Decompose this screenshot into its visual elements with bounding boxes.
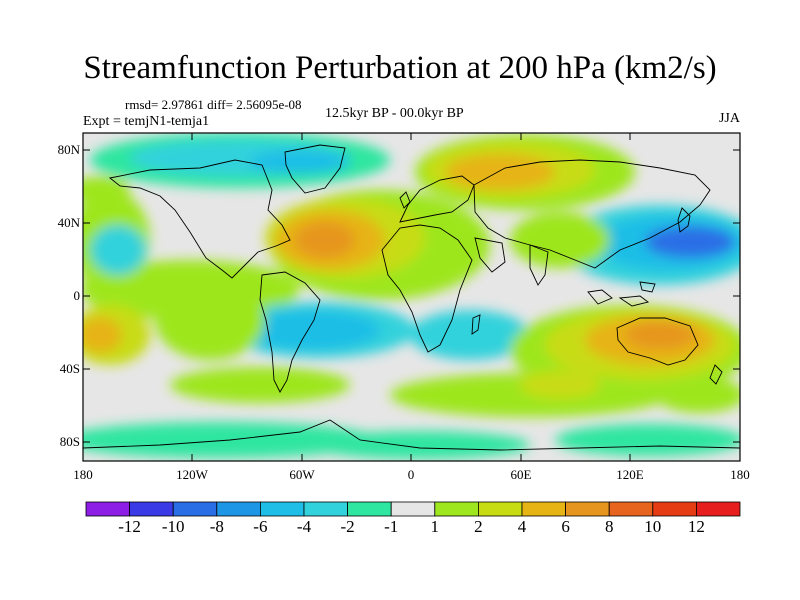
colorbar-label: 2 xyxy=(474,517,483,536)
lon-tick-60w: 60W xyxy=(289,467,315,482)
colorbar-label: 12 xyxy=(687,517,705,536)
colorbar-label: 4 xyxy=(517,517,527,536)
colorbar-swatch xyxy=(390,501,436,517)
colorbar-swatch xyxy=(696,501,741,517)
lat-tick-80n: 80N xyxy=(57,142,80,157)
lat-tick-0: 0 xyxy=(73,288,81,303)
lon-tick-180w: 180 xyxy=(73,467,93,482)
colorbar-label: -6 xyxy=(253,517,268,536)
colorbar-swatch xyxy=(434,501,479,517)
colorbar-swatch xyxy=(303,501,348,517)
colorbar-swatch xyxy=(608,501,654,517)
coastlines xyxy=(83,144,740,451)
rmsd-label: rmsd= 2.97861 diff= 2.56095e-08 xyxy=(125,97,302,112)
axis-ticks xyxy=(83,133,740,461)
colorbar-swatch xyxy=(259,501,305,517)
colorbar-swatch xyxy=(477,501,523,517)
colorbar-label: 8 xyxy=(604,517,614,536)
colorbar-label: -8 xyxy=(209,517,224,536)
colorbar-swatch xyxy=(172,501,218,517)
experiment-label: Expt = temjN1-temja1 xyxy=(83,114,210,129)
season-label: JJA xyxy=(718,111,740,126)
colorbar xyxy=(85,501,741,517)
colorbar-swatch xyxy=(85,501,130,517)
lat-tick-80s: 80S xyxy=(59,434,80,449)
lon-tick-0: 0 xyxy=(407,467,415,482)
colorbar-swatch xyxy=(521,501,566,517)
lon-tick-120w: 120W xyxy=(176,467,208,482)
contour-field xyxy=(83,133,740,461)
lon-tick-60e: 60E xyxy=(510,467,532,482)
colorbar-label: -10 xyxy=(161,517,185,536)
chart-title: Streamfunction Perturbation at 200 hPa (… xyxy=(83,50,717,86)
colorbar-label: -4 xyxy=(296,517,312,536)
colorbar-label: 1 xyxy=(430,517,440,536)
lon-tick-120e: 120E xyxy=(616,467,644,482)
lat-tick-40n: 40N xyxy=(57,215,80,230)
colorbar-label: -2 xyxy=(340,517,355,536)
colorbar-label: -1 xyxy=(384,517,399,536)
colorbar-label: 10 xyxy=(644,517,662,536)
lat-tick-40s: 40S xyxy=(59,361,80,376)
colorbar-swatch xyxy=(347,501,392,517)
colorbar-label: -12 xyxy=(118,517,141,536)
colorbar-swatch xyxy=(565,501,610,517)
colorbar-swatch xyxy=(129,501,174,517)
colorbar-swatch xyxy=(216,501,261,517)
colorbar-label: 6 xyxy=(561,517,570,536)
colorbar-swatch xyxy=(652,501,697,517)
lon-tick-180e: 180 xyxy=(730,467,750,482)
period-label: 12.5kyr BP - 00.0kyr BP xyxy=(325,106,464,121)
